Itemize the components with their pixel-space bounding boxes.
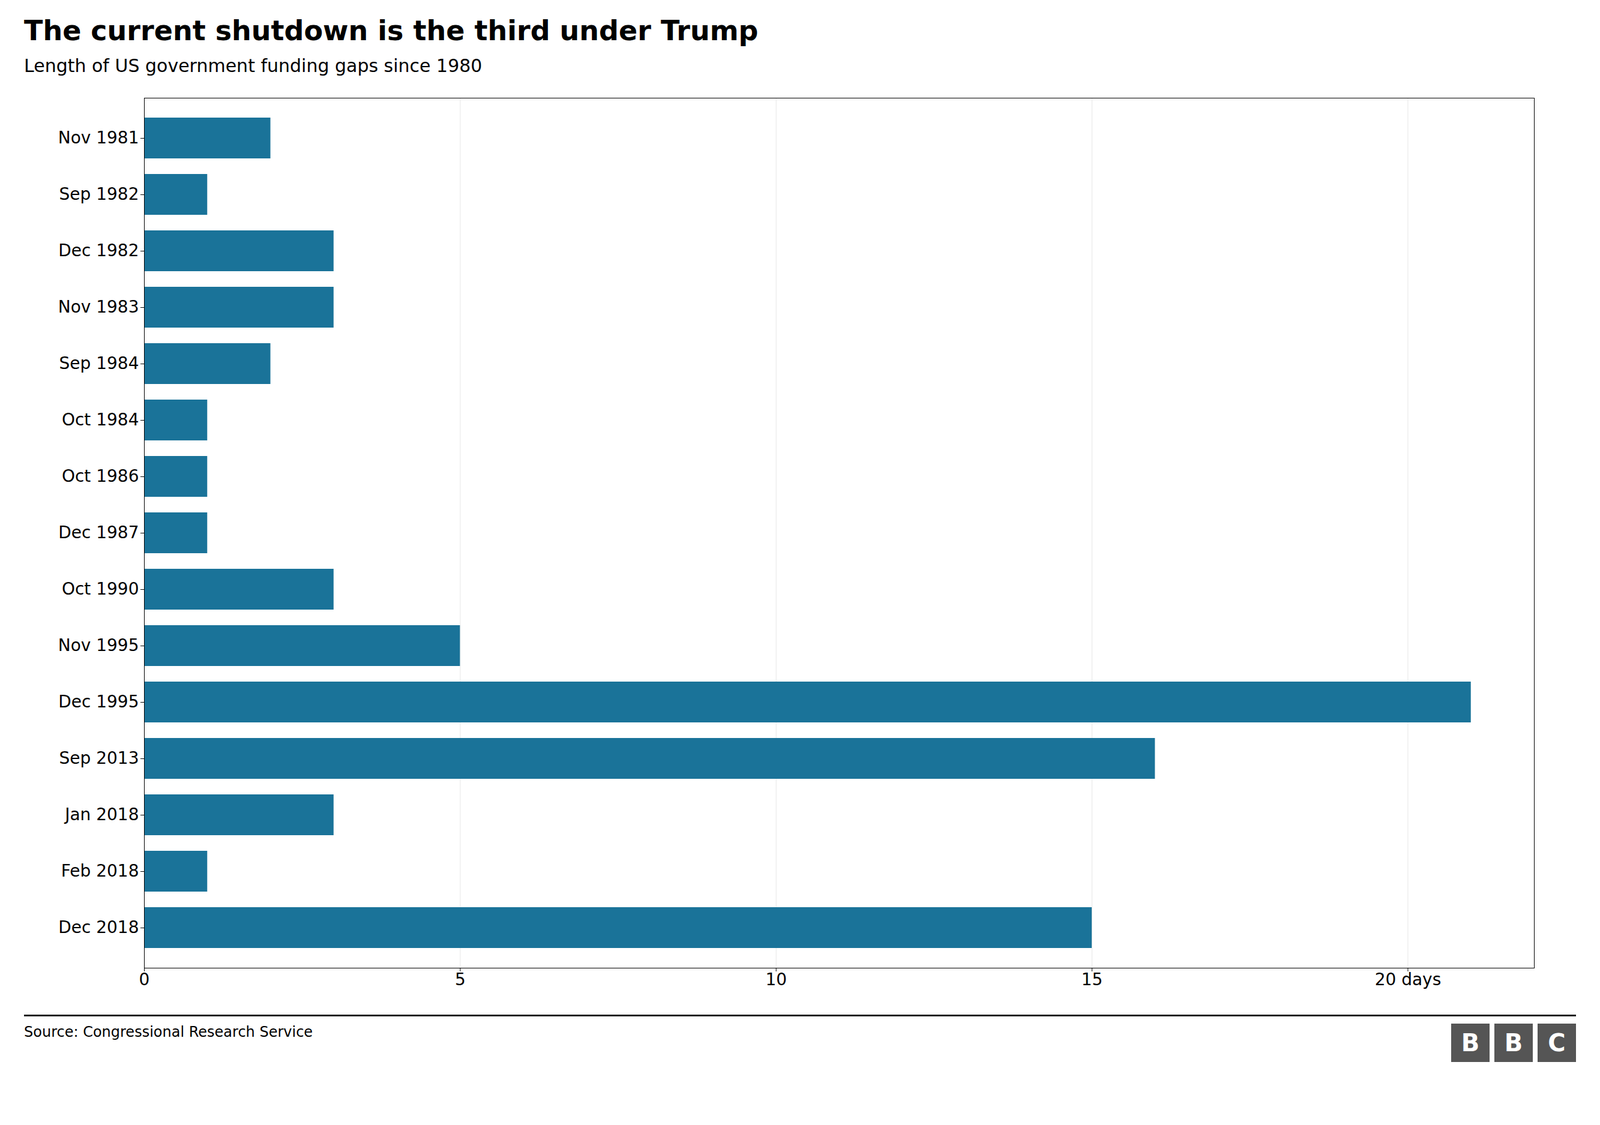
svg-text:Dec 2018: Dec 2018 <box>58 917 139 938</box>
svg-text:Sep 2013: Sep 2013 <box>59 748 140 769</box>
svg-text:Dec 1982: Dec 1982 <box>58 240 139 261</box>
svg-text:Jan 2018: Jan 2018 <box>63 804 139 825</box>
svg-text:0: 0 <box>139 969 151 990</box>
svg-text:Dec 1987: Dec 1987 <box>58 522 139 543</box>
svg-text:15: 15 <box>1081 969 1104 990</box>
html-text:B: B <box>1504 1029 1523 1057</box>
html-text:Length of US government fundin: Length of US government funding gaps sin… <box>24 55 483 77</box>
html-text:C: C <box>1547 1029 1566 1057</box>
svg-text:Nov 1981: Nov 1981 <box>58 127 140 148</box>
html-text:B: B <box>1461 1029 1480 1057</box>
svg-text:5: 5 <box>454 969 466 990</box>
svg-text:Oct 1986: Oct 1986 <box>61 466 140 487</box>
html-text:Source: Congressional Research: Source: Congressional Research Service <box>24 1023 313 1041</box>
svg-text:Oct 1984: Oct 1984 <box>61 409 140 430</box>
html-text:The current shutdown is the th: The current shutdown is the third under … <box>24 14 759 47</box>
svg-text:Sep 1984: Sep 1984 <box>59 353 140 374</box>
svg-text:Nov 1983: Nov 1983 <box>58 297 140 317</box>
svg-text:Dec 1995: Dec 1995 <box>58 691 139 712</box>
svg-text:Sep 1982: Sep 1982 <box>59 184 140 205</box>
svg-text:10: 10 <box>765 969 787 990</box>
svg-text:Feb 2018: Feb 2018 <box>61 861 140 882</box>
svg-text:Nov 1995: Nov 1995 <box>58 635 140 656</box>
svg-text:Oct 1990: Oct 1990 <box>61 579 140 599</box>
svg-text:20 days: 20 days <box>1374 969 1442 990</box>
